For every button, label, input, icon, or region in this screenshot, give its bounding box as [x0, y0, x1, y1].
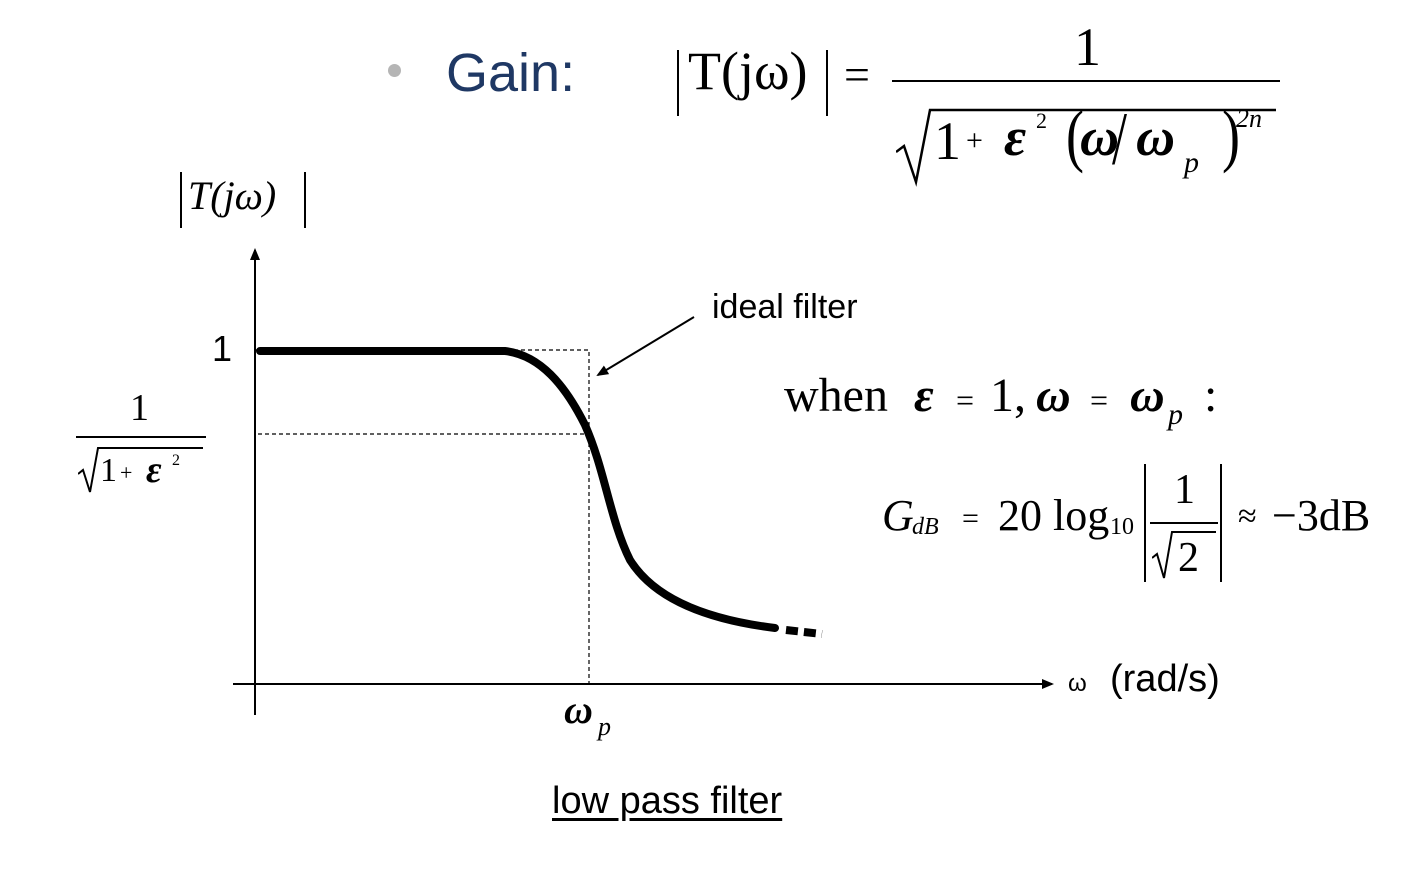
y-label-bar-right — [304, 172, 306, 228]
x-tick-sub: p — [598, 712, 611, 742]
condition-eq2: = — [1090, 382, 1108, 419]
condition-one: 1, — [990, 368, 1026, 423]
y-axis-label: T(jω) — [188, 172, 276, 219]
condition-when: when — [784, 368, 888, 423]
condition-colon: : — [1204, 368, 1217, 423]
response-curve — [260, 351, 775, 628]
y-label-bar-left — [180, 172, 182, 228]
x-axis-omega: ω — [1068, 670, 1087, 698]
gdb-log-sub: 10 — [1110, 514, 1134, 541]
annotation-arrow — [598, 317, 694, 375]
y-tick-frac-exp: 2 — [172, 452, 180, 470]
condition-omega-p: ω — [1130, 368, 1165, 423]
x-axis-unit: (rad/s) — [1110, 658, 1220, 701]
ideal-filter-line — [255, 350, 589, 684]
y-tick-sqrt-symbol — [78, 444, 203, 496]
gdb-approx: ≈ — [1238, 498, 1257, 536]
y-tick-frac-one: 1 — [100, 452, 117, 490]
y-tick-one: 1 — [212, 328, 232, 370]
gdb-numerator: 1 — [1174, 466, 1195, 514]
condition-eq1: = — [956, 382, 974, 419]
condition-p-sub: p — [1168, 398, 1183, 432]
gdb-abs-right — [1220, 464, 1222, 582]
y-tick-frac-numerator: 1 — [130, 386, 149, 430]
response-curve-tail — [786, 630, 822, 634]
gdb-eq: = — [962, 502, 979, 536]
gdb-G: G — [882, 490, 914, 541]
gdb-sub: dB — [912, 514, 939, 541]
y-tick-frac-epsilon: ε — [146, 448, 162, 492]
gdb-20log: 20 log — [998, 490, 1109, 541]
gdb-fraction-line — [1150, 522, 1218, 524]
gdb-root-arg: 2 — [1178, 534, 1199, 582]
ideal-filter-label: ideal filter — [712, 288, 858, 327]
caption: low pass filter — [552, 780, 782, 823]
x-tick-omega: ω — [564, 686, 593, 733]
gdb-result: −3dB — [1272, 490, 1370, 541]
gdb-abs-left — [1144, 464, 1146, 582]
y-tick-frac-line — [76, 436, 206, 438]
y-tick-frac-plus: + — [120, 460, 132, 486]
condition-epsilon: ε — [914, 368, 934, 423]
condition-omega: ω — [1036, 368, 1071, 423]
